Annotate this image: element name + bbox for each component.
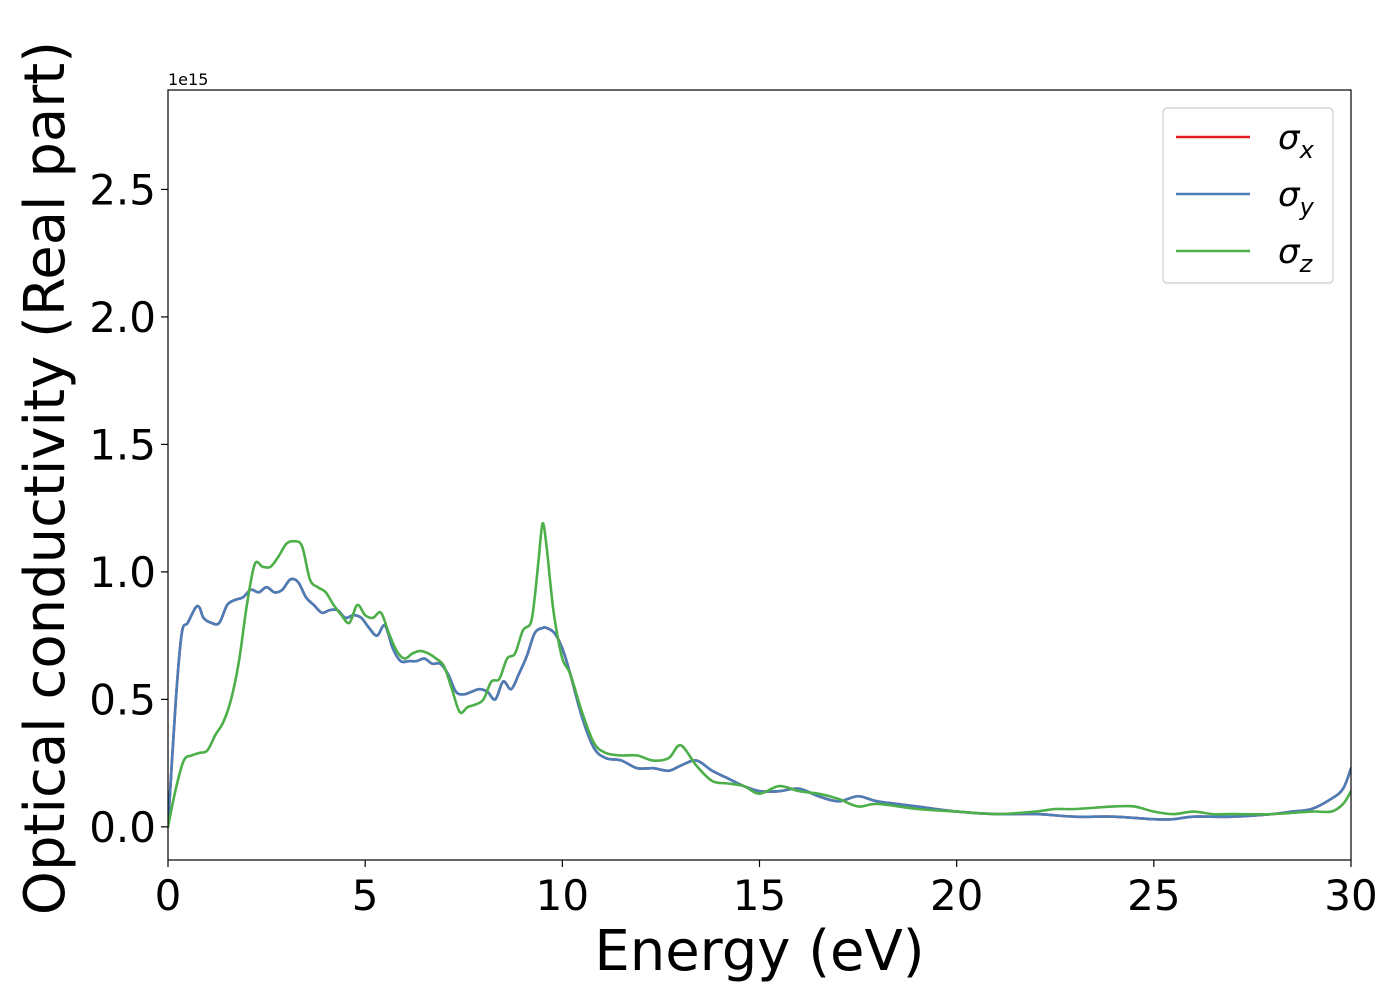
legend-box: [1162, 107, 1334, 284]
series-layer: [168, 522, 1351, 829]
y-axis: 0.0 0.5 1.0 1.5 2.0 2.5: [89, 165, 168, 852]
y-axis-title: Optical conductivity (Real part): [13, 41, 78, 915]
legend-label-x: σx: [1278, 118, 1315, 164]
series-line-y: [168, 577, 1351, 829]
y-tick-label: 2.5: [89, 165, 156, 214]
x-axis: 0 5 10 15 20 25 30: [155, 860, 1378, 920]
x-tick-label: 25: [1127, 871, 1180, 920]
legend-label-z: σz: [1278, 232, 1314, 278]
x-axis-title: Energy (eV): [594, 919, 924, 984]
legend-label-y: σy: [1278, 175, 1315, 221]
legend: σx σy σz: [1162, 107, 1334, 284]
y-tick-label: 0.5: [89, 675, 156, 724]
x-tick-label: 20: [930, 871, 983, 920]
x-tick-label: 30: [1324, 871, 1377, 920]
legend-items: σx σy σz: [1176, 118, 1315, 278]
y-tick-label: 1.0: [89, 548, 156, 597]
x-tick-label: 0: [155, 871, 182, 920]
y-tick-label: 0.0: [89, 803, 156, 852]
x-tick-label: 10: [536, 871, 589, 920]
y-offset-label: 1e15: [168, 70, 208, 89]
y-tick-label: 1.5: [89, 420, 156, 469]
x-tick-label: 15: [733, 871, 786, 920]
x-tick-label: 5: [352, 871, 379, 920]
y-tick-label: 2.0: [89, 293, 156, 342]
series-line-z: [168, 522, 1351, 829]
